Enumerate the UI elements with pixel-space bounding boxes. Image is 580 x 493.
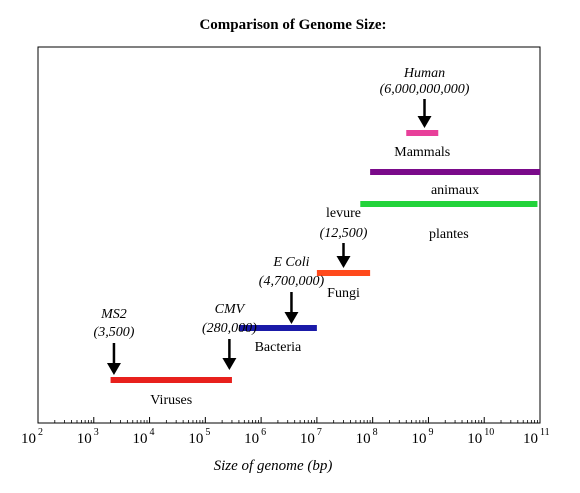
range-label-viruses: Viruses	[150, 393, 192, 408]
annotation-value-e-coli: (4,700,000)	[259, 274, 325, 289]
annotation-value-levure: (12,500)	[320, 226, 368, 241]
x-tick-label-base-5: 10	[188, 431, 203, 447]
annotation-name-cmv: CMV	[215, 302, 246, 317]
annotation-name-human: Human	[403, 66, 445, 81]
x-tick-label-exp-2: 2	[38, 427, 43, 438]
annotations: MS2 (3,500) CMV (280,000) E Coli (4,700,000) l…	[94, 66, 470, 375]
range-label-bacteria: Bacteria	[255, 340, 302, 355]
annotation-arrow-head-human	[417, 116, 432, 128]
annotation-arrow-head-cmv	[222, 358, 237, 370]
plot-frame	[37, 46, 541, 424]
x-tick-label-base-4: 10	[133, 431, 148, 447]
range-label-animaux: animaux	[431, 183, 479, 198]
annotation-arrow-head-ms2	[106, 363, 121, 375]
annotation-name-ms2: MS2	[100, 307, 127, 322]
annotation-value-cmv: (280,000)	[202, 321, 257, 336]
x-tick-label-exp-9: 9	[428, 427, 433, 438]
x-tick-label-base-2: 10	[21, 431, 36, 447]
x-tick-label-base-8: 10	[356, 431, 371, 447]
x-tick-label-exp-7: 7	[317, 427, 322, 438]
chart-title: Comparison of Genome Size:	[199, 17, 386, 33]
x-tick-label-base-6: 10	[244, 431, 259, 447]
annotation-arrow-head-e-coli	[284, 312, 299, 324]
x-tick-label-base-11: 10	[523, 431, 538, 447]
x-tick-label-base-7: 10	[300, 431, 315, 447]
x-tick-label-exp-4: 4	[150, 427, 155, 438]
range-label-mammals: Mammals	[394, 145, 450, 160]
x-tick-label-exp-10: 10	[484, 427, 494, 438]
annotation-arrow-head-levure	[336, 256, 351, 268]
annotation-name-levure: levure	[326, 206, 361, 221]
range-bars	[110, 130, 540, 383]
x-tick-label-base-10: 10	[467, 431, 482, 447]
range-label-plantes: plantes	[429, 227, 469, 242]
annotation-name-e-coli: E Coli	[272, 255, 309, 270]
x-tick-label-base-3: 10	[77, 431, 92, 447]
x-tick-label-exp-3: 3	[94, 427, 99, 438]
range-label-fungi: Fungi	[327, 286, 360, 301]
annotation-value-ms2: (3,500)	[94, 325, 135, 340]
range-bar-labels: Viruses Bacteria Fungi plantes animaux Mammal…	[150, 145, 479, 408]
x-tick-label-exp-8: 8	[373, 427, 378, 438]
x-tick-label-exp-11: 11	[540, 427, 550, 438]
x-tick-label-base-9: 10	[411, 431, 426, 447]
annotation-value-human: (6,000,000,000)	[380, 82, 470, 97]
x-axis-ticks: 10 2 10 3 10 4 10 5 10 6 10 7 10 8 10 9 10 10 10 11	[21, 417, 550, 447]
x-tick-label-exp-6: 6	[261, 427, 266, 438]
x-axis-label: Size of genome (bp)	[214, 458, 333, 474]
x-tick-label-exp-5: 5	[205, 427, 210, 438]
